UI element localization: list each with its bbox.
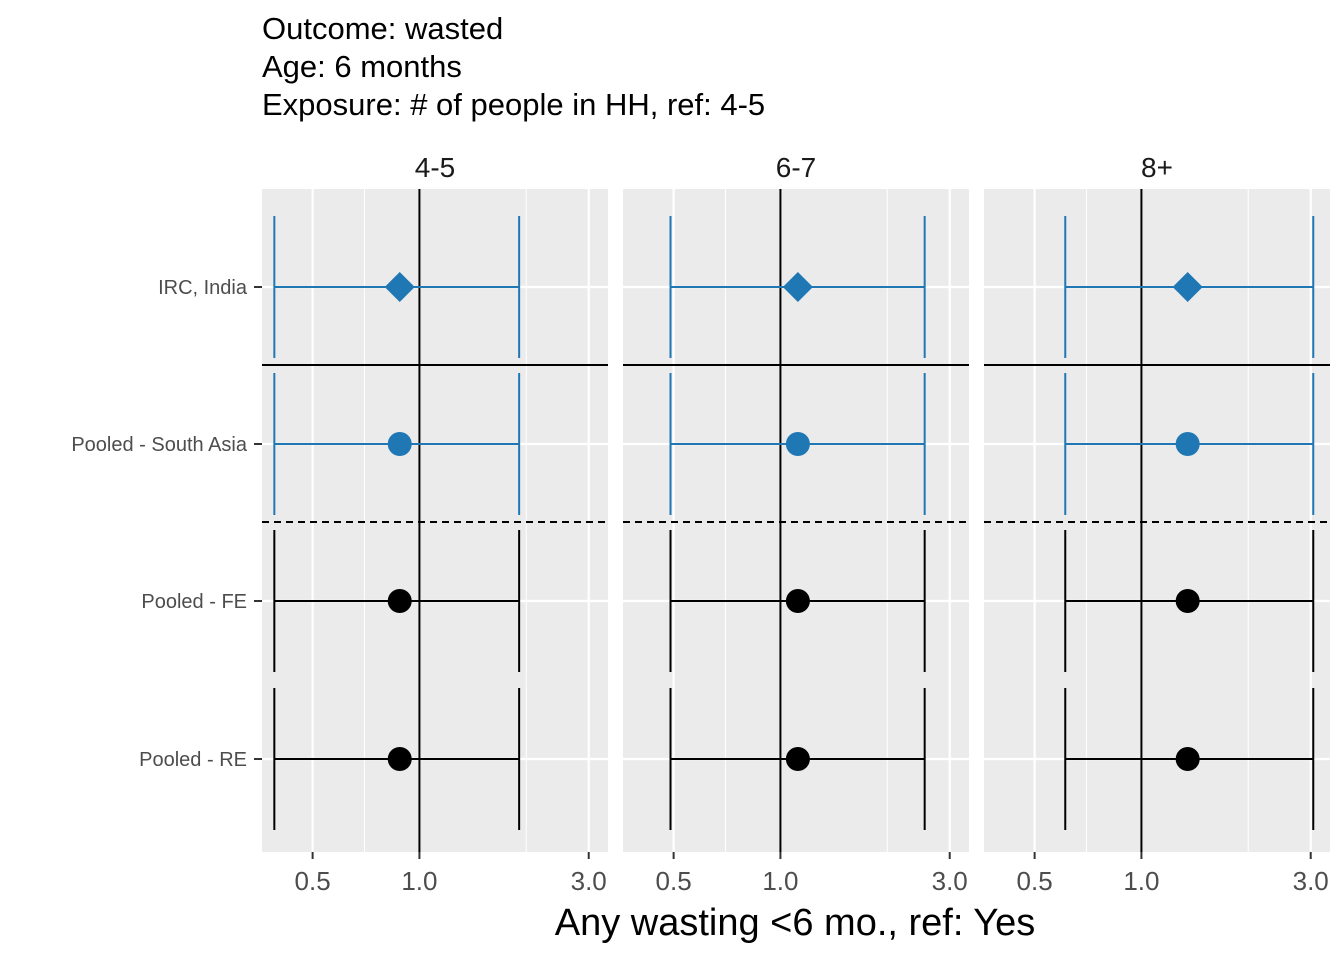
row-label: Pooled - South Asia (71, 434, 248, 456)
facet-panel-8+ (984, 189, 1330, 852)
point-estimate-circle (1175, 432, 1200, 456)
estimate-pooled-south-asia (1064, 373, 1315, 515)
x-tick-label: 1.0 (762, 866, 798, 896)
panel-background (984, 189, 1330, 852)
point-estimate-circle (387, 589, 412, 613)
estimate-irc-india (669, 216, 926, 358)
row-label: IRC, India (158, 277, 248, 299)
title-line-age: Age: 6 months (262, 49, 462, 84)
x-tick-label: 0.5 (656, 866, 692, 896)
estimate-pooled-re (1064, 688, 1315, 830)
x-tick-label: 1.0 (401, 866, 437, 896)
x-axis-title: Any wasting <6 mo., ref: Yes (555, 902, 1036, 944)
x-tick-label: 3.0 (571, 866, 607, 896)
point-estimate-diamond (782, 272, 813, 302)
facet-label: 4-5 (415, 152, 455, 183)
row-label: Pooled - RE (139, 749, 247, 771)
point-estimate-circle (785, 589, 810, 613)
x-tick-label: 3.0 (1293, 866, 1329, 896)
facet-label: 6-7 (776, 152, 816, 183)
point-estimate-diamond (384, 272, 415, 302)
point-estimate-circle (387, 747, 412, 771)
panels-layer (262, 189, 1330, 852)
point-estimate-circle (1175, 589, 1200, 613)
panel-background (262, 189, 608, 852)
estimate-pooled-south-asia (669, 373, 926, 515)
point-estimate-circle (1175, 747, 1200, 771)
facet-panel-4-5 (262, 189, 608, 852)
estimate-pooled-fe (669, 530, 926, 672)
estimate-pooled-fe (1064, 530, 1315, 672)
facet-panel-6-7 (623, 189, 969, 852)
x-tick-label: 1.0 (1123, 866, 1159, 896)
point-estimate-circle (387, 432, 412, 456)
point-estimate-diamond (1172, 272, 1203, 302)
estimate-irc-india (273, 216, 521, 358)
chart-title: Outcome: wasted Age: 6 months Exposure: … (262, 10, 765, 124)
estimate-pooled-re (273, 688, 521, 830)
estimate-pooled-south-asia (273, 373, 521, 515)
labels-layer: 4-5 0.5 1.0 3.0 6-7 0.5 1.0 3.0 8+ 0.5 1.0 3.0 IRC, … (71, 152, 1328, 896)
x-tick-label: 3.0 (932, 866, 968, 896)
estimate-pooled-fe (273, 530, 521, 672)
estimate-pooled-re (669, 688, 926, 830)
x-tick-label: 0.5 (1017, 866, 1053, 896)
point-estimate-circle (785, 747, 810, 771)
estimate-irc-india (1064, 216, 1315, 358)
row-label: Pooled - FE (141, 591, 247, 613)
facet-label: 8+ (1141, 152, 1173, 183)
point-estimate-circle (785, 432, 810, 456)
title-line-outcome: Outcome: wasted (262, 11, 504, 46)
title-line-exposure: Exposure: # of people in HH, ref: 4-5 (262, 87, 766, 122)
x-tick-label: 0.5 (295, 866, 331, 896)
